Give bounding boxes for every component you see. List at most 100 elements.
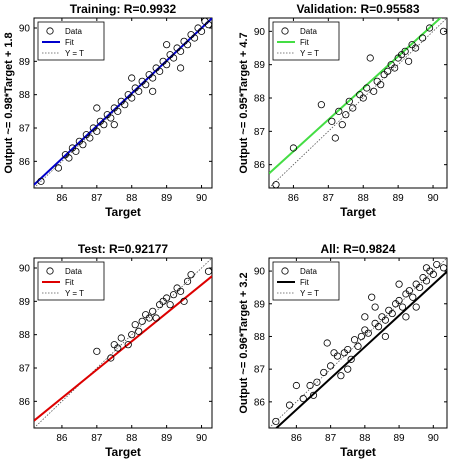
data-point [145, 314, 153, 322]
plot-content [34, 18, 212, 188]
data-point [309, 391, 318, 399]
data-point [429, 270, 437, 278]
y-tick-label: 86 [254, 397, 266, 408]
data-point [166, 301, 174, 309]
y-tick-label: 86 [19, 157, 31, 168]
data-point [183, 277, 192, 285]
data-point [72, 147, 80, 155]
data-point [398, 303, 407, 311]
legend: Data Fit Y = T [37, 261, 105, 301]
data-point [338, 121, 346, 129]
y-tick-label: 87 [19, 364, 31, 375]
x-tick-label: 87 [323, 193, 335, 204]
data-point [349, 104, 357, 112]
subplot-2: 86 87 88 89 90 86 87 88 89 90 Validation: R=0.9558… [238, 2, 448, 219]
data-point [149, 74, 157, 82]
data-point [416, 283, 424, 292]
y-tick-label: 89 [254, 60, 266, 71]
data-point [317, 101, 325, 109]
chart-title: All: R=0.9824 [320, 242, 395, 256]
data-point [93, 347, 101, 355]
data-point [381, 332, 389, 341]
data-point [152, 314, 160, 322]
data-point [124, 341, 132, 349]
y-tick-label: 89 [19, 57, 31, 68]
x-tick-label: 87 [91, 433, 103, 444]
data-point [412, 303, 420, 311]
data-point [149, 307, 157, 315]
data-point [170, 54, 178, 62]
data-point [347, 355, 355, 363]
legend-data-label: Data [300, 27, 317, 36]
chart-title: Training: R=0.9932 [70, 2, 177, 16]
x-tick-label: 86 [291, 433, 303, 444]
data-point [176, 287, 185, 295]
y-tick-label: 87 [19, 124, 31, 135]
legend-data-marker [281, 267, 289, 275]
data-point [422, 264, 431, 272]
y-tick-label: 87 [254, 365, 266, 376]
data-point [114, 344, 122, 352]
y-axis-label: Output ~= 0.98*Target + 1.8 [3, 32, 15, 173]
y-tick-label: 90 [254, 27, 266, 38]
data-point [204, 267, 212, 275]
y-tick-label: 86 [19, 397, 31, 408]
y-tick-label: 88 [254, 332, 266, 343]
data-point [180, 297, 188, 305]
y-tick-label: 87 [254, 127, 266, 138]
x-tick-label: 90 [196, 193, 208, 204]
data-point [363, 84, 371, 92]
y-tick-label: 90 [254, 267, 266, 278]
data-point [289, 144, 298, 152]
data-point [422, 277, 431, 285]
data-point [411, 44, 420, 52]
x-tick-label: 88 [126, 433, 138, 444]
data-point [65, 154, 73, 162]
y-tick-label: 88 [19, 330, 31, 341]
x-tick-label: 86 [56, 193, 68, 204]
fit-line [269, 18, 442, 175]
data-point [344, 345, 352, 354]
data-point [330, 349, 338, 357]
data-point [331, 134, 339, 142]
data-point [418, 34, 427, 42]
data-point [128, 331, 136, 339]
legend-data-marker [46, 27, 54, 35]
x-axis-label: Target [340, 445, 376, 459]
data-point [86, 134, 94, 142]
data-point [374, 323, 383, 331]
y-tick-label: 89 [19, 297, 31, 308]
data-point [121, 101, 129, 109]
x-axis-label: Target [105, 205, 141, 219]
x-tick-label: 88 [126, 193, 138, 204]
data-point [183, 41, 192, 49]
data-point [117, 334, 125, 342]
data-point [439, 27, 447, 35]
x-tick-label: 87 [91, 193, 103, 204]
fit-line [274, 270, 447, 428]
data-point [93, 127, 101, 135]
data-point [395, 296, 403, 305]
data-point [342, 111, 350, 119]
data-point [344, 365, 352, 373]
data-point [272, 417, 280, 426]
data-point [402, 313, 410, 321]
data-point [425, 24, 434, 32]
legend-fit-label: Fit [300, 38, 310, 47]
y-tick-label: 90 [19, 264, 31, 275]
data-point [366, 54, 374, 62]
data-point [337, 372, 345, 380]
data-point [149, 87, 157, 95]
data-point [368, 293, 376, 301]
data-point [135, 327, 143, 335]
data-point [433, 260, 441, 269]
data-point [405, 57, 413, 65]
subplot-3: 86 87 88 89 90 86 87 88 89 90 Test: R=0.92177 Targe… [19, 242, 213, 459]
data-point [306, 381, 314, 390]
legend-data-marker [46, 267, 54, 275]
x-tick-label: 89 [393, 193, 405, 204]
y-tick-label: 89 [254, 299, 266, 310]
data-point [350, 336, 359, 344]
data-point [37, 177, 45, 185]
